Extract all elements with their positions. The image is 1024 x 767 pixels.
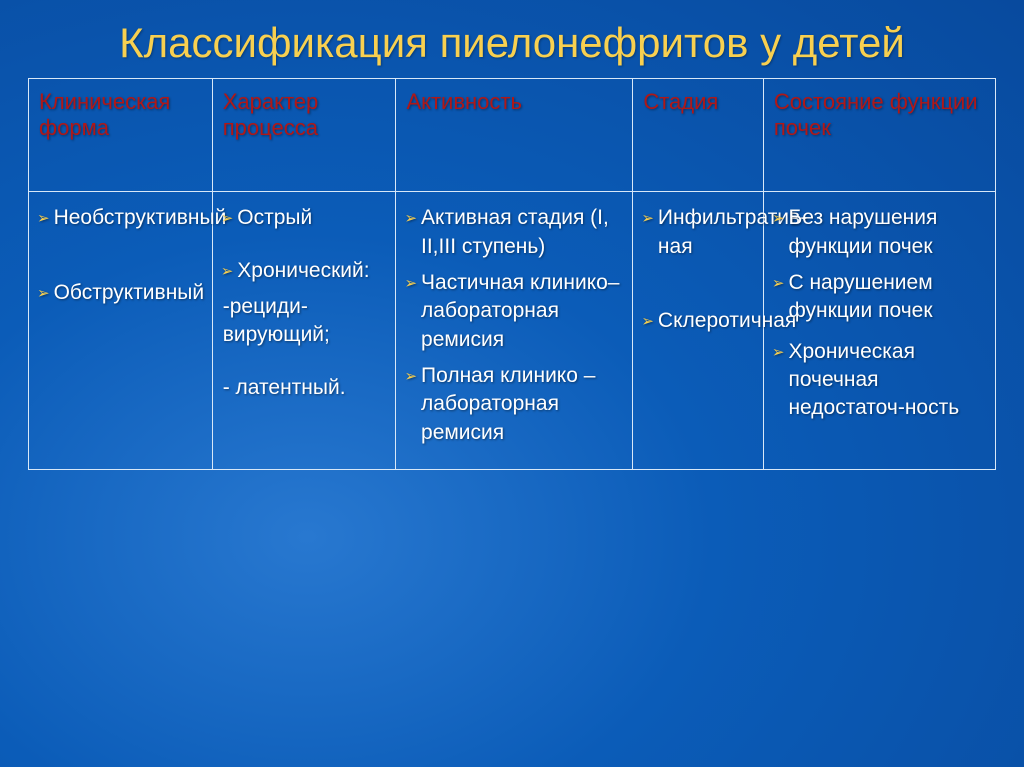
header-stage: Стадия [633, 79, 764, 192]
item-text: Хронический: [237, 257, 369, 285]
item-text: Частичная клинико–лабораторная ремисия [421, 269, 624, 354]
item-text: Обструктивный [54, 279, 205, 307]
table-header-row: Клиническая форма Характер процесса Акти… [29, 79, 996, 192]
chevron-right-icon: ➢ [404, 274, 417, 294]
cell-stage: ➢ Инфильтратив-ная ➢ Склеротичная [633, 192, 764, 470]
list-item: ➢ С нарушением функции почек [772, 269, 987, 326]
chevron-right-icon: ➢ [772, 274, 785, 294]
list-item: ➢ Инфильтратив-ная [641, 204, 755, 261]
item-text: Полная клинико – лабораторная ремисия [421, 362, 624, 447]
table-container: Клиническая форма Характер процесса Акти… [0, 78, 1024, 490]
chevron-right-icon: ➢ [641, 312, 654, 332]
chevron-right-icon: ➢ [641, 209, 654, 229]
chevron-right-icon: ➢ [772, 343, 785, 363]
header-clinical-form: Клиническая форма [29, 79, 213, 192]
chevron-right-icon: ➢ [37, 284, 50, 304]
chevron-right-icon: ➢ [221, 262, 234, 282]
cell-clinical-form: ➢ Необструктивный ➢ Обструктивный [29, 192, 213, 470]
item-text: Склеротичная [658, 307, 796, 335]
slide-title: Классификация пиелонефритов у детей [0, 0, 1024, 78]
item-text: Хроническая почечная недостаточ-ность [788, 338, 987, 423]
list-item: ➢ Хронический: [221, 257, 388, 285]
chevron-right-icon: ➢ [772, 209, 785, 229]
item-text: Без нарушения функции почек [788, 204, 987, 261]
header-activity: Активность [396, 79, 633, 192]
item-text: Острый [237, 204, 312, 232]
list-item: ➢ Полная клинико – лабораторная ремисия [404, 362, 624, 447]
item-text: Инфильтратив-ная [658, 204, 807, 261]
list-item: ➢ Склеротичная [641, 307, 755, 335]
list-item: ➢ Необструктивный [37, 204, 204, 232]
header-kidney-function: Состояние функции почек [763, 79, 995, 192]
cell-activity: ➢ Активная стадия (I, II,III ступень) ➢ … [396, 192, 633, 470]
item-text: С нарушением функции почек [788, 269, 987, 326]
cell-process-character: ➢ Острый ➢ Хронический: -рециди-вирующий… [212, 192, 396, 470]
list-item: ➢ Активная стадия (I, II,III ступень) [404, 204, 624, 261]
list-item: ➢ Частичная клинико–лабораторная ремисия [404, 269, 624, 354]
item-text: -рециди-вирующий; [223, 293, 388, 350]
list-item: -рециди-вирующий; [221, 293, 388, 350]
chevron-right-icon: ➢ [404, 367, 417, 387]
chevron-right-icon: ➢ [37, 209, 50, 229]
list-item: ➢ Хроническая почечная недостаточ-ность [772, 338, 987, 423]
header-process-character: Характер процесса [212, 79, 396, 192]
list-item: ➢ Острый [221, 204, 388, 232]
item-text: Необструктивный [54, 204, 227, 232]
classification-table: Клиническая форма Характер процесса Акти… [28, 78, 996, 470]
list-item: - латентный. [221, 374, 388, 402]
list-item: ➢ Обструктивный [37, 279, 204, 307]
item-text: Активная стадия (I, II,III ступень) [421, 204, 624, 261]
item-text: - латентный. [223, 374, 346, 402]
cell-kidney-function: ➢ Без нарушения функции почек ➢ С наруше… [763, 192, 995, 470]
list-item: ➢ Без нарушения функции почек [772, 204, 987, 261]
table-row: ➢ Необструктивный ➢ Обструктивный ➢ Остр… [29, 192, 996, 470]
chevron-right-icon: ➢ [404, 209, 417, 229]
chevron-right-icon: ➢ [221, 209, 234, 229]
